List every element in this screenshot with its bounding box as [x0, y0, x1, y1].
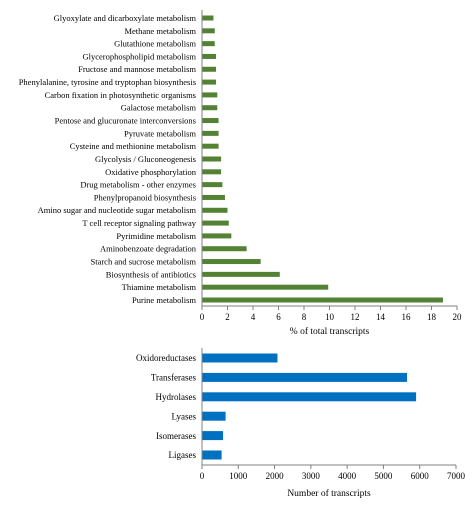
category-label: Fructose and mannose metabolism	[78, 64, 196, 74]
x-tick-label: 10	[325, 312, 335, 322]
x-tick-label: 8	[302, 312, 307, 322]
category-label: Glycolysis / Gluconeogenesis	[95, 154, 196, 164]
category-label: Pyruvate metabolism	[124, 128, 196, 138]
bar	[202, 259, 261, 265]
category-label: Glyoxylate and dicarboxylate metabolism	[54, 13, 197, 23]
bar	[202, 411, 226, 421]
category-label: Biosynthesis of antibiotics	[106, 269, 196, 279]
category-label: Thiamine metabolism	[122, 282, 197, 292]
category-label: Amino sugar and nucleotide sugar metabol…	[38, 205, 197, 215]
bar	[202, 28, 215, 34]
bar	[202, 41, 215, 47]
x-tick-label: 2	[225, 312, 230, 322]
bar	[202, 372, 408, 382]
bar	[202, 233, 232, 239]
category-label: Pentose and glucuronate interconversions	[55, 116, 196, 126]
category-label: Drug metabolism - other enzymes	[80, 180, 196, 190]
category-label: Hydrolases	[156, 392, 197, 402]
x-tick-label: 14	[376, 312, 386, 322]
x-tick-label: 20	[453, 312, 463, 322]
x-tick-label: 6000	[411, 471, 430, 481]
bar	[202, 92, 218, 98]
bar	[202, 169, 222, 175]
category-label: Isomerases	[156, 431, 196, 441]
bar	[202, 79, 217, 85]
enzyme-class-chart: Oxidoreductases Transferases Hydrolases Lya…	[136, 348, 466, 499]
bar	[202, 182, 223, 188]
category-label: Phenylpropanoid biosynthesis	[94, 192, 196, 202]
category-label: Cysteine and methionine metabolism	[70, 141, 197, 151]
category-label: Glutathione metabolism	[114, 39, 196, 49]
bar	[202, 143, 219, 149]
category-label: Oxidoreductases	[136, 353, 196, 363]
x-tick-label: 12	[351, 312, 360, 322]
category-label: Lyases	[172, 411, 197, 421]
bar	[202, 130, 219, 136]
x-tick-label: 0	[200, 312, 205, 322]
bar	[202, 105, 218, 111]
bar	[202, 450, 222, 460]
bar	[202, 271, 280, 277]
bar	[202, 118, 219, 124]
bar	[202, 15, 214, 21]
kegg-pathway-chart: Glyoxylate and dicarboxylate metabolism M…	[19, 10, 462, 337]
category-label: Ligases	[169, 450, 197, 460]
bar	[202, 156, 222, 162]
category-label: T cell receptor signaling pathway	[82, 218, 196, 228]
category-label: Purine metabolism	[132, 295, 196, 305]
bar	[202, 353, 278, 363]
x-tick-label: 6	[276, 312, 281, 322]
category-label: Galactose metabolism	[121, 103, 197, 113]
x-tick-label: 4000	[338, 471, 357, 481]
x-axis-title: Number of transcripts	[287, 488, 371, 499]
category-label: Methane metabolism	[124, 26, 196, 36]
category-label: Oxidative phosphorylation	[105, 167, 197, 177]
x-tick-label: 2000	[266, 471, 285, 481]
x-axis-title: % of total transcripts	[290, 326, 370, 337]
category-label: Aminobenzoate degradation	[100, 244, 197, 254]
x-tick-label: 0	[200, 471, 205, 481]
x-tick-label: 1000	[229, 471, 248, 481]
x-tick-label: 4	[251, 312, 256, 322]
category-label: Transferases	[151, 373, 197, 383]
bar	[202, 194, 225, 200]
bar	[202, 284, 329, 290]
bar	[202, 246, 247, 252]
bar	[202, 66, 217, 72]
x-tick-label: 7000	[447, 471, 466, 481]
category-label: Glycerophospholipid metabolism	[82, 51, 196, 61]
category-label: Starch and sucrose metabolism	[90, 257, 196, 267]
x-tick-label: 5000	[374, 471, 393, 481]
x-tick-label: 3000	[302, 471, 321, 481]
x-tick-label: 18	[427, 312, 437, 322]
bar	[202, 431, 224, 441]
category-label: Carbon fixation in photosynthetic organi…	[45, 90, 196, 100]
bar	[202, 53, 217, 59]
bar	[202, 207, 228, 213]
x-tick-label: 16	[402, 312, 412, 322]
bar	[202, 297, 443, 303]
bar	[202, 392, 417, 402]
category-label: Pyrimidine metabolism	[116, 231, 196, 241]
category-label: Phenylalanine, tyrosine and tryptophan b…	[19, 77, 196, 87]
bar	[202, 220, 229, 226]
